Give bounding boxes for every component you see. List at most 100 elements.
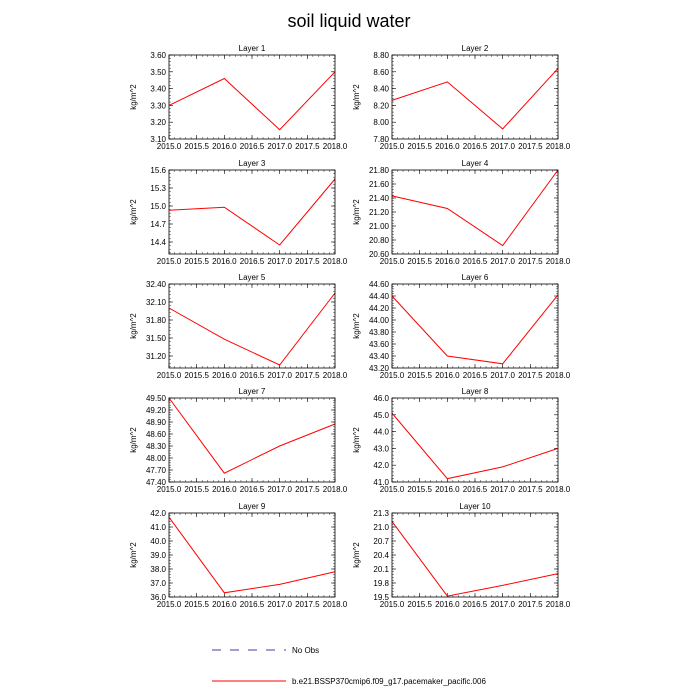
plot-frame xyxy=(168,169,336,255)
x-tick-label: 2015.5 xyxy=(407,600,432,609)
y-axis-label: kg/m^2 xyxy=(129,84,138,110)
y-tick-label: 45.0 xyxy=(373,411,389,420)
x-tick-label: 2017.0 xyxy=(490,371,515,380)
y-tick-label: 43.0 xyxy=(373,444,389,453)
x-tick-label: 2016.0 xyxy=(212,257,237,266)
y-tick-label: 31.50 xyxy=(146,334,167,343)
x-tick-label: 2017.0 xyxy=(490,600,515,609)
series-line-layer-9 xyxy=(168,516,336,594)
series-line-layer-6 xyxy=(391,294,559,365)
y-tick-label: 48.90 xyxy=(146,418,167,427)
x-tick-label: 2018.0 xyxy=(323,257,348,266)
y-tick-label: 21.20 xyxy=(369,208,390,217)
x-tick-label: 2015.5 xyxy=(184,485,209,494)
x-tick-label: 2015.0 xyxy=(380,142,405,151)
x-tick-label: 2016.0 xyxy=(435,600,460,609)
panel-title: Layer 10 xyxy=(459,502,491,511)
y-tick-label: 32.40 xyxy=(146,280,167,289)
y-tick-label: 14.4 xyxy=(150,238,166,247)
y-tick-label: 44.20 xyxy=(369,304,390,313)
y-tick-label: 48.00 xyxy=(146,454,167,463)
y-axis-label: kg/m^2 xyxy=(129,542,138,568)
y-axis-label: kg/m^2 xyxy=(352,542,361,568)
x-tick-label: 2015.5 xyxy=(184,257,209,266)
x-tick-label: 2017.5 xyxy=(295,142,320,151)
y-tick-label: 42.0 xyxy=(373,461,389,470)
panel-title: Layer 7 xyxy=(239,387,266,396)
series-line-layer-10 xyxy=(391,521,559,597)
y-tick-label: 44.40 xyxy=(369,292,390,301)
y-tick-label: 31.20 xyxy=(146,352,167,361)
legend-model-label: b.e21.BSSP370cmip6.f09_g17.pacemaker_pac… xyxy=(292,677,486,686)
y-tick-label: 15.0 xyxy=(150,202,166,211)
x-tick-label: 2017.5 xyxy=(518,600,543,609)
y-tick-label: 21.40 xyxy=(369,194,390,203)
x-tick-label: 2017.5 xyxy=(295,485,320,494)
x-tick-label: 2016.5 xyxy=(240,371,265,380)
x-tick-label: 2017.5 xyxy=(518,485,543,494)
y-tick-label: 46.0 xyxy=(373,394,389,403)
y-axis-label: kg/m^2 xyxy=(129,199,138,225)
panel-title: Layer 5 xyxy=(239,273,266,282)
x-tick-label: 2015.0 xyxy=(380,485,405,494)
x-tick-label: 2015.5 xyxy=(184,600,209,609)
x-tick-label: 2015.0 xyxy=(380,371,405,380)
series-line-layer-5 xyxy=(168,292,336,366)
panel-title: Layer 8 xyxy=(462,387,489,396)
y-tick-label: 43.60 xyxy=(369,340,390,349)
x-tick-label: 2015.0 xyxy=(157,371,182,380)
y-tick-label: 20.1 xyxy=(373,565,389,574)
x-tick-label: 2015.5 xyxy=(407,371,432,380)
x-tick-label: 2017.5 xyxy=(518,257,543,266)
x-tick-label: 2016.5 xyxy=(463,600,488,609)
y-tick-label: 20.7 xyxy=(373,537,389,546)
x-tick-label: 2017.0 xyxy=(490,257,515,266)
y-tick-label: 20.80 xyxy=(369,236,390,245)
y-tick-label: 20.60 xyxy=(369,250,390,259)
y-tick-label: 3.10 xyxy=(150,135,166,144)
x-tick-label: 2016.5 xyxy=(240,257,265,266)
x-tick-label: 2016.0 xyxy=(212,485,237,494)
panel-title: Layer 1 xyxy=(239,44,266,53)
x-tick-label: 2018.0 xyxy=(546,257,571,266)
y-tick-label: 21.80 xyxy=(369,166,390,175)
y-tick-label: 20.4 xyxy=(373,551,389,560)
y-axis-label: kg/m^2 xyxy=(352,313,361,339)
series-line-layer-8 xyxy=(391,412,559,480)
y-tick-label: 19.5 xyxy=(373,593,389,602)
y-tick-label: 15.3 xyxy=(150,184,166,193)
x-tick-label: 2018.0 xyxy=(546,485,571,494)
y-axis-label: kg/m^2 xyxy=(352,199,361,225)
plot-frame xyxy=(168,54,336,140)
x-tick-label: 2017.5 xyxy=(295,371,320,380)
y-tick-label: 8.80 xyxy=(373,51,389,60)
y-tick-label: 49.50 xyxy=(146,394,167,403)
y-tick-label: 47.40 xyxy=(146,478,167,487)
plot-frame xyxy=(391,512,559,598)
y-tick-label: 19.8 xyxy=(373,579,389,588)
x-tick-label: 2015.5 xyxy=(184,142,209,151)
x-tick-label: 2015.0 xyxy=(157,600,182,609)
x-tick-label: 2016.0 xyxy=(435,142,460,151)
x-tick-label: 2016.5 xyxy=(240,600,265,609)
x-tick-label: 2018.0 xyxy=(546,371,571,380)
x-tick-label: 2016.0 xyxy=(435,257,460,266)
y-tick-label: 3.30 xyxy=(150,101,166,110)
y-tick-label: 47.70 xyxy=(146,466,167,475)
y-tick-label: 44.60 xyxy=(369,280,390,289)
series-line-layer-2 xyxy=(391,68,559,130)
panel-title: Layer 3 xyxy=(239,159,266,168)
y-axis-label: kg/m^2 xyxy=(352,427,361,453)
x-tick-label: 2016.0 xyxy=(212,142,237,151)
y-tick-label: 8.00 xyxy=(373,118,389,127)
y-tick-label: 32.10 xyxy=(146,298,167,307)
x-tick-label: 2017.5 xyxy=(295,600,320,609)
x-tick-label: 2017.0 xyxy=(267,142,292,151)
y-tick-label: 8.60 xyxy=(373,68,389,77)
y-tick-label: 7.80 xyxy=(373,135,389,144)
